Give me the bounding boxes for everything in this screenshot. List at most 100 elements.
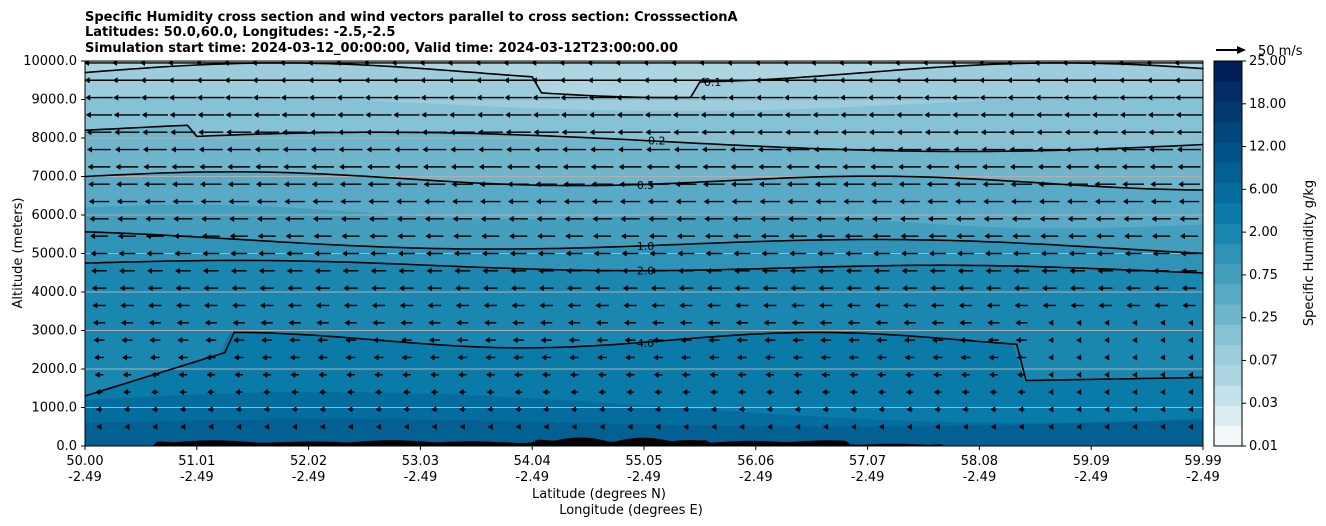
wind-vector [898, 163, 921, 170]
wind-vector [1175, 111, 1203, 118]
wind-vector [1097, 285, 1113, 292]
wind-vector [569, 371, 579, 378]
wind-vector [732, 215, 752, 222]
wind-vector [145, 233, 164, 240]
colorbar-label: Specific Humidity g/kg [1302, 180, 1317, 326]
wind-vector [726, 61, 757, 66]
wind-vector [764, 337, 776, 344]
wind-vector [169, 94, 197, 101]
wind-vector [647, 181, 669, 188]
wind-vector [112, 61, 142, 66]
wind-vector [283, 163, 306, 170]
wind-vector [256, 198, 277, 205]
wind-vector [1178, 198, 1200, 205]
wind-vector [813, 146, 838, 153]
wind-vector [253, 111, 280, 118]
wind-vector [89, 215, 109, 222]
wind-vector [962, 406, 969, 413]
wind-vector [620, 215, 640, 222]
wind-vector [623, 319, 637, 326]
wind-vector [838, 61, 869, 66]
wind-vector [649, 250, 667, 257]
wind-vector [873, 267, 890, 274]
wind-vector [340, 215, 361, 222]
wind-vector [512, 319, 525, 326]
wind-vector [318, 371, 327, 378]
wind-vector [233, 354, 244, 361]
wind-vector [707, 319, 720, 326]
wind-vector [923, 77, 952, 84]
wind-vector [254, 129, 280, 136]
wind-vector [598, 406, 606, 413]
wind-vector [456, 319, 469, 326]
wind-vector [735, 319, 748, 326]
wind-vector [952, 111, 979, 118]
wind-vector [737, 371, 747, 378]
contour-line-0.5 [85, 171, 1203, 191]
wind-vector [1076, 371, 1082, 378]
wind-vector [875, 319, 888, 326]
wind-vector [1092, 111, 1119, 118]
wind-vector [560, 94, 588, 101]
wind-vector [845, 250, 863, 257]
wind-vector [1118, 77, 1148, 84]
wind-vector [1151, 215, 1171, 222]
wind-vector [955, 198, 976, 205]
wind-vector [793, 389, 802, 396]
wind-vector [594, 267, 610, 274]
wind-vector [346, 389, 355, 396]
x-tick-label-lat: 57.07 [849, 454, 886, 469]
wind-vector [788, 215, 808, 222]
wind-vector [1006, 61, 1037, 66]
wind-vector [810, 61, 841, 66]
wind-vector [224, 77, 254, 84]
wind-vector [223, 61, 254, 66]
wind-vector [391, 61, 422, 66]
wind-vector [619, 181, 641, 188]
wind-vector [170, 146, 195, 153]
wind-vector [280, 77, 309, 84]
y-axis: 0.0 1000.0 2000.0 3000.0 4000.0 5000.0 6000.0 7… [23, 54, 85, 454]
wind-vector [784, 111, 811, 118]
wind-vector [151, 389, 159, 396]
wind-vector [1160, 371, 1166, 378]
wind-vector [208, 423, 214, 430]
x-tick-label-lon: -2.49 [180, 470, 214, 485]
wind-vector [1018, 423, 1024, 430]
wind-vector [1048, 319, 1054, 326]
wind-vector [757, 146, 782, 153]
wind-vector [848, 354, 859, 361]
wind-vector [734, 285, 750, 292]
wind-vector [1041, 285, 1057, 292]
wind-vector [842, 163, 865, 170]
wind-vector [120, 319, 134, 326]
contour-line-1.0 [85, 231, 1203, 255]
y-tick-label: 6000.0 [32, 208, 78, 223]
wind-vector [114, 129, 140, 136]
wind-vector [399, 285, 414, 292]
wind-vector [92, 302, 106, 309]
wind-vector [259, 302, 274, 309]
wind-vector [590, 146, 615, 153]
wind-vector [706, 285, 722, 292]
wind-vector [930, 285, 945, 292]
wind-vector [645, 129, 671, 136]
wind-vector [731, 181, 753, 188]
wind-vector [371, 285, 386, 292]
wind-vector [251, 61, 282, 66]
wind-vector [587, 77, 617, 84]
wind-vector [905, 389, 914, 396]
wind-vector [674, 163, 698, 170]
wind-vector [398, 267, 415, 274]
wind-vector [783, 77, 813, 84]
wind-vector [176, 319, 189, 326]
wind-vector [310, 146, 335, 153]
wind-vector [568, 337, 580, 344]
wind-vector [148, 302, 162, 309]
wind-vector [792, 337, 804, 344]
wind-vector [1160, 354, 1166, 361]
wind-vector [867, 77, 896, 84]
wind-vector [421, 129, 447, 136]
wind-vector [564, 215, 584, 222]
wind-vector [365, 129, 392, 136]
